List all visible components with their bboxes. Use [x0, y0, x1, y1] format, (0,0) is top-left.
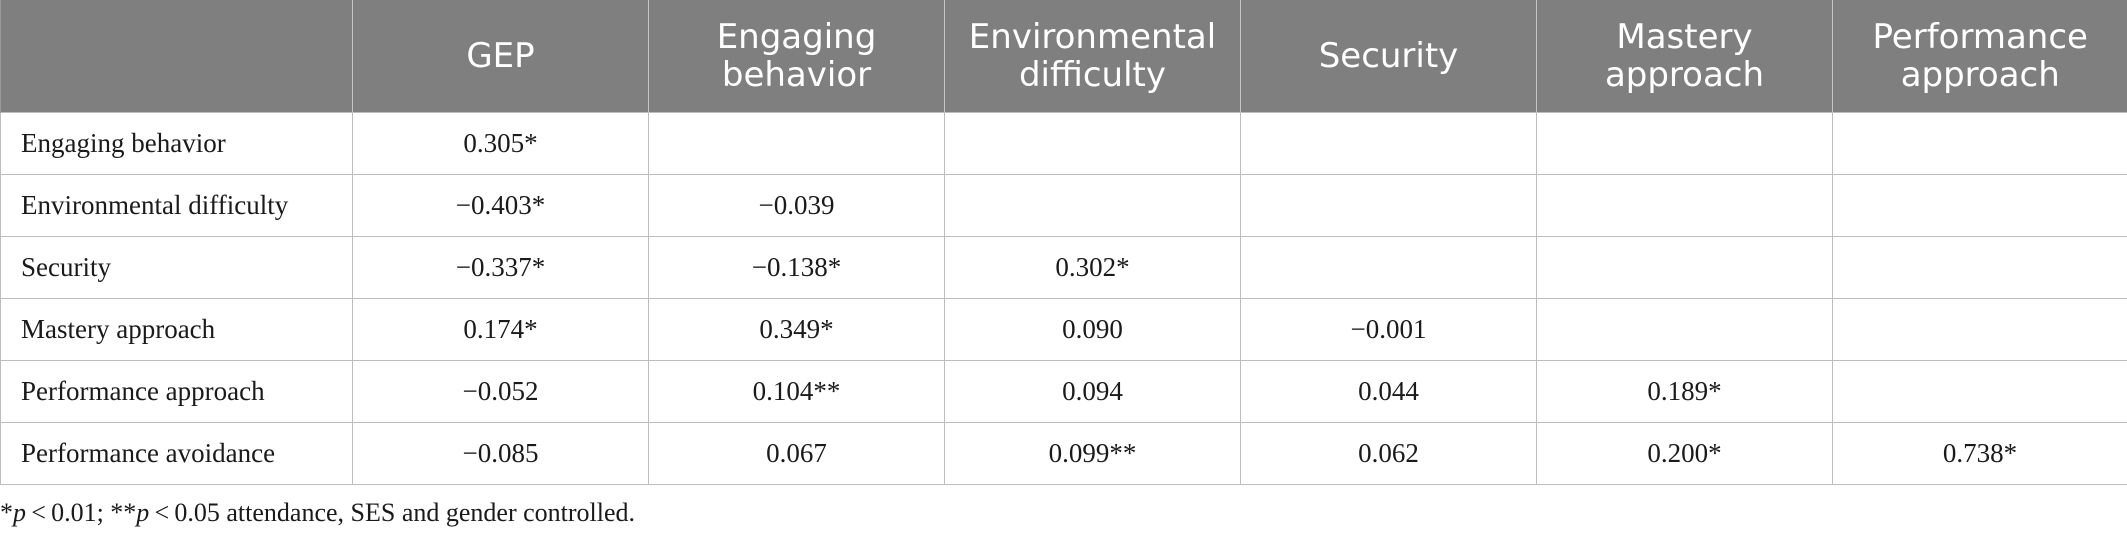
- table-cell: 0.349*: [648, 297, 945, 361]
- table-cell: [1536, 173, 1833, 237]
- table-row: Mastery approach 0.174* 0.349* 0.090 −0.…: [0, 297, 2127, 361]
- header-cell-engaging-behavior: Engaging behavior: [648, 0, 945, 112]
- header-cell-performance-approach: Performance approach: [1832, 0, 2127, 112]
- header-cell-mastery-approach: Mastery approach: [1536, 0, 1833, 112]
- table-cell: [1240, 173, 1537, 237]
- table-cell: −0.138*: [648, 235, 945, 299]
- table-cell: −0.039: [648, 173, 945, 237]
- header-cell-security: Security: [1240, 0, 1537, 112]
- table-cell: 0.104**: [648, 359, 945, 423]
- table-cell: 0.738*: [1832, 421, 2127, 485]
- footnote-threshold-2: < 0.05 attendance, SES and gender contro…: [149, 498, 636, 527]
- table-cell: 0.062: [1240, 421, 1537, 485]
- footnote-threshold-1: < 0.01; **: [26, 498, 137, 527]
- table-cell: 0.305*: [352, 111, 649, 175]
- table-cell: [1832, 359, 2127, 423]
- table-cell: [1240, 111, 1537, 175]
- table-cell: [1832, 173, 2127, 237]
- header-cell-environmental-difficulty: Environmental difficulty: [944, 0, 1241, 112]
- table-cell: [944, 111, 1241, 175]
- row-label: Performance avoidance: [0, 421, 353, 485]
- table-cell: 0.067: [648, 421, 945, 485]
- table-cell: 0.044: [1240, 359, 1537, 423]
- table-cell: [944, 173, 1241, 237]
- table-cell: [1536, 111, 1833, 175]
- table-footnote: *p < 0.01; **p < 0.05 attendance, SES an…: [0, 498, 635, 528]
- table-cell: −0.001: [1240, 297, 1537, 361]
- header-row: GEP Engaging behavior Environmental diffic…: [0, 0, 2127, 112]
- row-label: Performance approach: [0, 359, 353, 423]
- table-cell: [1536, 235, 1833, 299]
- table-cell: [648, 111, 945, 175]
- table-cell: −0.085: [352, 421, 649, 485]
- table-row: Performance avoidance −0.085 0.067 0.099…: [0, 421, 2127, 485]
- table-cell: −0.403*: [352, 173, 649, 237]
- row-label: Security: [0, 235, 353, 299]
- table-cell: [1832, 297, 2127, 361]
- row-label: Environmental difficulty: [0, 173, 353, 237]
- correlation-table: GEP Engaging behavior Environmental diffic…: [0, 0, 2127, 485]
- table-row: Environmental difficulty −0.403* −0.039: [0, 173, 2127, 237]
- table-cell: [1832, 111, 2127, 175]
- table-cell: 0.090: [944, 297, 1241, 361]
- table-cell: 0.189*: [1536, 359, 1833, 423]
- table-row: Engaging behavior 0.305*: [0, 111, 2127, 175]
- header-cell-blank: [0, 0, 353, 112]
- header-cell-gep: GEP: [352, 0, 649, 112]
- footnote-p-symbol: p: [136, 498, 150, 527]
- footnote-star: *: [0, 498, 13, 527]
- row-label: Engaging behavior: [0, 111, 353, 175]
- table-cell: 0.094: [944, 359, 1241, 423]
- table-cell: 0.174*: [352, 297, 649, 361]
- table-cell: 0.302*: [944, 235, 1241, 299]
- table-cell: −0.337*: [352, 235, 649, 299]
- table-row: Performance approach −0.052 0.104** 0.09…: [0, 359, 2127, 423]
- table-cell: [1240, 235, 1537, 299]
- table-cell: −0.052: [352, 359, 649, 423]
- footnote-p-symbol: p: [13, 498, 26, 527]
- table-cell: 0.099**: [944, 421, 1241, 485]
- table-cell: [1536, 297, 1833, 361]
- table-cell: 0.200*: [1536, 421, 1833, 485]
- table-cell: [1832, 235, 2127, 299]
- row-label: Mastery approach: [0, 297, 353, 361]
- table-row: Security −0.337* −0.138* 0.302*: [0, 235, 2127, 299]
